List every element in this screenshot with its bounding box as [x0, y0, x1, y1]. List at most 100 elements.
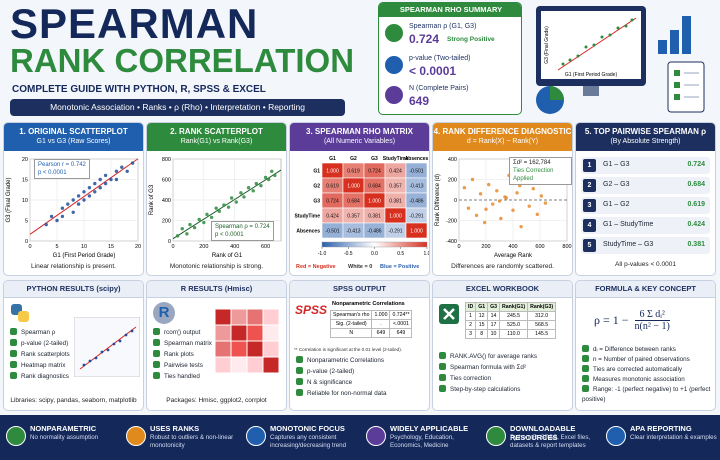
colorbar-tick-label: -0.5 [344, 251, 353, 257]
panel-footer: Linear relationship is present. [31, 263, 116, 270]
column-label: G2 [350, 156, 357, 162]
list-text: n = Number of paired observations [593, 356, 690, 363]
feature: MONOTONIC FOCUS Captures any consistent i… [240, 415, 360, 460]
list-text: RANK.AVG() for average ranks [450, 353, 538, 360]
title-line1: SPEARMAN [10, 0, 259, 47]
spss-panel: SPSS OUTPUT SPSS Nonparametric Correlati… [289, 280, 430, 411]
colorbar-tick-label: 1.0 [424, 251, 430, 257]
row-label: G3 [313, 199, 320, 205]
legend-text: Blue = Positive [380, 264, 419, 270]
point [254, 181, 259, 186]
feature-icon [486, 426, 506, 446]
title-line2: RANK CORRELATION [10, 42, 355, 79]
table-note: ** Correlation is significant at the 0.0… [294, 347, 403, 352]
list-text: Reliable for non-normal data [307, 390, 387, 397]
table-cell: 145.5 [527, 329, 557, 339]
cell-label: -0.291 [409, 214, 423, 220]
point [60, 206, 65, 210]
x-tick-label: 5 [55, 244, 58, 250]
list-item: rcorr() output [153, 327, 212, 338]
annotation-line: p < 0.0001 [215, 232, 244, 238]
point [120, 165, 124, 169]
panel-subtitle: (By Absolute Strength) [610, 138, 681, 145]
point [531, 187, 535, 191]
panel-title: 5. TOP PAIRWISE SPEARMAN ρ [584, 127, 707, 136]
check-icon [296, 389, 303, 396]
point [130, 161, 135, 165]
point [44, 222, 48, 227]
point [125, 169, 129, 173]
list-text: Spearman ρ [21, 329, 56, 336]
point [515, 191, 519, 195]
x-tick-label: 200 [199, 244, 208, 250]
check-icon [10, 361, 17, 368]
point [273, 173, 277, 178]
list-item: Spearman matrix [153, 338, 212, 349]
point [229, 196, 234, 200]
row-label: G2 [313, 184, 320, 190]
summary-label: Spearman ρ (G1, G3) [409, 23, 477, 30]
check-icon [153, 339, 160, 346]
legend-text: Red = Negative [296, 264, 336, 270]
table-cell: 568.5 [527, 320, 557, 330]
point [535, 212, 539, 217]
point [76, 194, 81, 198]
list-text: Range: -1 (perfect negative) to +1 (perf… [582, 386, 711, 403]
check-icon [582, 365, 589, 372]
table-cell: 525.0 [499, 320, 529, 330]
list-item: Rank diagnostics [10, 371, 70, 382]
pair-value: 0.424 [687, 221, 705, 228]
panel-title: 1. ORIGINAL SCATTERPLOT [19, 127, 128, 136]
point [474, 213, 479, 218]
panel-footer: Libraries: scipy, pandas, seaborn, matpl… [10, 397, 137, 404]
list-item: Rank scatterplots [10, 349, 70, 360]
pair-row: 4 G1 – StudyTime 0.424 [581, 217, 710, 234]
check-icon [439, 352, 446, 359]
table-cell: N [329, 328, 373, 338]
table-cell: 649 [389, 328, 413, 338]
cell-label: 0.684 [347, 199, 360, 205]
table-cell: 312.0 [527, 311, 557, 321]
y-tick-label: 200 [448, 178, 457, 184]
check-icon [439, 363, 446, 370]
point [188, 222, 192, 227]
pair-name: G1 – G2 [603, 201, 630, 208]
illustration-x-label: G1 (First Period Grade) [565, 72, 618, 78]
x-axis-label: Rank of G1 [212, 253, 243, 259]
cell-label: -0.413 [409, 184, 423, 190]
x-tick-label: 0 [171, 244, 174, 250]
raw-scatter-panel: 1. ORIGINAL SCATTERPLOT G1 vs G3 (Raw Sco… [3, 122, 144, 276]
summary-box: SPEARMAN RHO SUMMARY Spearman ρ (G1, G3)… [378, 2, 522, 115]
formula-fraction: 6 Σ dᵢ² n(n² − 1) [634, 309, 670, 332]
cell-label: 0.619 [347, 169, 360, 175]
r-list: rcorr() output Spearman matrix Rank plots P… [153, 327, 212, 382]
point [234, 200, 238, 204]
point [87, 194, 92, 198]
list-item: Ties are corrected automatically [582, 365, 712, 375]
point [180, 227, 184, 231]
point [466, 206, 471, 210]
list-item: Rank plots [153, 349, 212, 360]
illustration-dots [561, 18, 634, 66]
check-icon [10, 350, 17, 357]
table-cell: . [371, 319, 391, 329]
r-panel: R RESULTS (Hmisc) R rcorr() output Spearm… [146, 280, 287, 411]
diagnostic-panel: 4. RANK DIFFERENCE DIAGNOSTIC d = Rank(X)… [432, 122, 573, 276]
panel-header: 2. RANK SCATTERPLOT Rank(G1) vs Rank(G3) [147, 123, 286, 151]
x-axis-label: Average Rank [494, 253, 533, 259]
point [202, 220, 206, 225]
y-tick-label: 0 [168, 239, 171, 245]
table-row: Sig. (2-tailed). <.0001 [329, 319, 413, 329]
check-icon [582, 385, 589, 392]
check-icon [153, 372, 160, 379]
table-cell: Sig. (2-tailed) [329, 319, 373, 329]
check-icon [582, 345, 589, 352]
annotation-line: Σd² = 162,784 [513, 160, 551, 166]
feature-icon [126, 426, 146, 446]
panel-title: PYTHON RESULTS (scipy) [4, 281, 143, 298]
spss-table: Spearman's rho 1.000 0.724** Sig. (2-tailed… [329, 310, 413, 338]
annotation: Pearson r = 0.742 p < 0.0001 [34, 159, 90, 179]
table-cell: 245.5 [499, 311, 529, 321]
cell-label: -0.486 [409, 199, 423, 205]
check-icon [153, 328, 160, 335]
